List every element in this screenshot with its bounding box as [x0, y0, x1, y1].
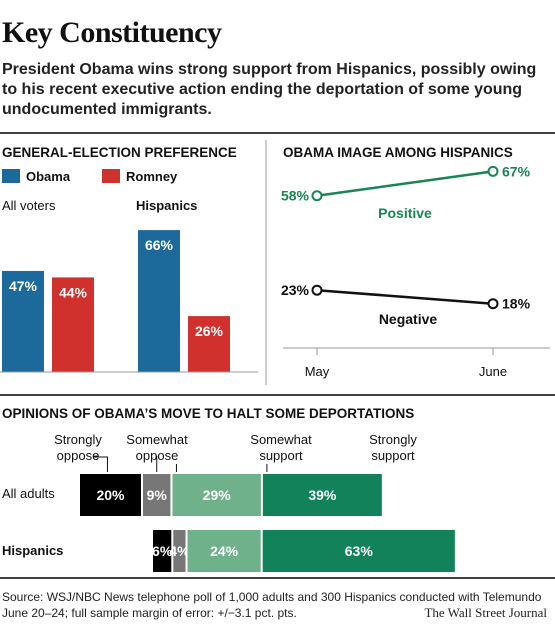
- bar-label-romney-0: 44%: [59, 284, 88, 300]
- point-positive-1: [487, 165, 499, 177]
- segment-0-3: [262, 474, 382, 516]
- segment-label-1-3: 63%: [345, 543, 374, 559]
- segment-0-0: [80, 474, 141, 516]
- series-name-positive: Positive: [378, 205, 432, 221]
- category-label-hispanics: Hispanics: [136, 198, 197, 213]
- row-label-hispanics: Hispanics: [2, 543, 63, 558]
- bar-obama-1: [138, 230, 180, 372]
- segment-header-1-1: oppose: [136, 448, 179, 463]
- tick-label-june: June: [479, 364, 507, 379]
- segment-1-3: [262, 530, 455, 572]
- segment-label-1-2: 24%: [210, 543, 239, 559]
- series-line-positive: [316, 170, 494, 197]
- segment-1-2: [187, 530, 261, 572]
- segment-1-1: [173, 530, 186, 572]
- segment-header-2-1: support: [259, 448, 303, 463]
- segment-header-3-0: Strongly: [369, 432, 417, 447]
- bar-label-romney-1: 26%: [195, 323, 224, 339]
- bar-label-obama-1: 66%: [145, 237, 174, 253]
- headline: Key Constituency: [2, 16, 222, 49]
- point-label-negative-0: 23%: [281, 282, 310, 298]
- chart1-title: GENERAL-ELECTION PREFERENCE: [2, 145, 237, 160]
- segment-header-3-1: support: [371, 448, 415, 463]
- segment-label-0-0: 20%: [96, 487, 125, 503]
- point-negative-1: [487, 298, 499, 310]
- dek: President Obama wins strong support from…: [2, 61, 537, 118]
- credit: The Wall Street Journal: [424, 605, 547, 620]
- segment-label-0-2: 29%: [203, 487, 232, 503]
- row-label-all-adults: All adults: [2, 486, 55, 501]
- segment-0-1: [143, 474, 171, 516]
- legend-romney-label: Romney: [126, 169, 178, 184]
- bar-obama-0: [2, 270, 44, 372]
- source-note: Source: WSJ/NBC News telephone poll of 1…: [2, 590, 542, 620]
- segment-0-2: [172, 474, 261, 516]
- segment-label-0-3: 39%: [308, 487, 337, 503]
- chart3-title: OPINIONS OF OBAMA’S MOVE TO HALT SOME DE…: [2, 406, 414, 421]
- point-label-positive-0: 58%: [281, 188, 310, 204]
- series-name-negative: Negative: [379, 311, 438, 327]
- chart2-title: OBAMA IMAGE AMONG HISPANICS: [283, 145, 513, 160]
- segment-label-1-1: 4%: [169, 543, 190, 559]
- segment-label-0-1: 9%: [147, 487, 168, 503]
- bar-romney-0: [52, 277, 94, 372]
- segment-header-0-1: oppose: [57, 448, 100, 463]
- point-label-negative-1: 18%: [502, 296, 531, 312]
- point-negative-0: [311, 284, 323, 296]
- legend-romney-swatch: [102, 169, 120, 183]
- segment-header-1-0: Somewhat: [126, 432, 188, 447]
- segment-header-2-0: Somewhat: [250, 432, 312, 447]
- segment-label-1-0: 6%: [152, 543, 173, 559]
- category-label-all-voters: All voters: [2, 198, 56, 213]
- header-leader-0: [93, 456, 108, 472]
- point-positive-0: [311, 190, 323, 202]
- legend-obama-label: Obama: [26, 169, 71, 184]
- point-label-positive-1: 67%: [502, 163, 531, 179]
- segment-1-0: [153, 530, 172, 572]
- bar-label-obama-0: 47%: [9, 278, 38, 294]
- segment-header-0-0: Strongly: [54, 432, 102, 447]
- tick-label-may: May: [305, 364, 330, 379]
- legend-obama-swatch: [2, 169, 20, 183]
- bar-romney-1: [188, 316, 230, 372]
- series-line-negative: [316, 288, 494, 305]
